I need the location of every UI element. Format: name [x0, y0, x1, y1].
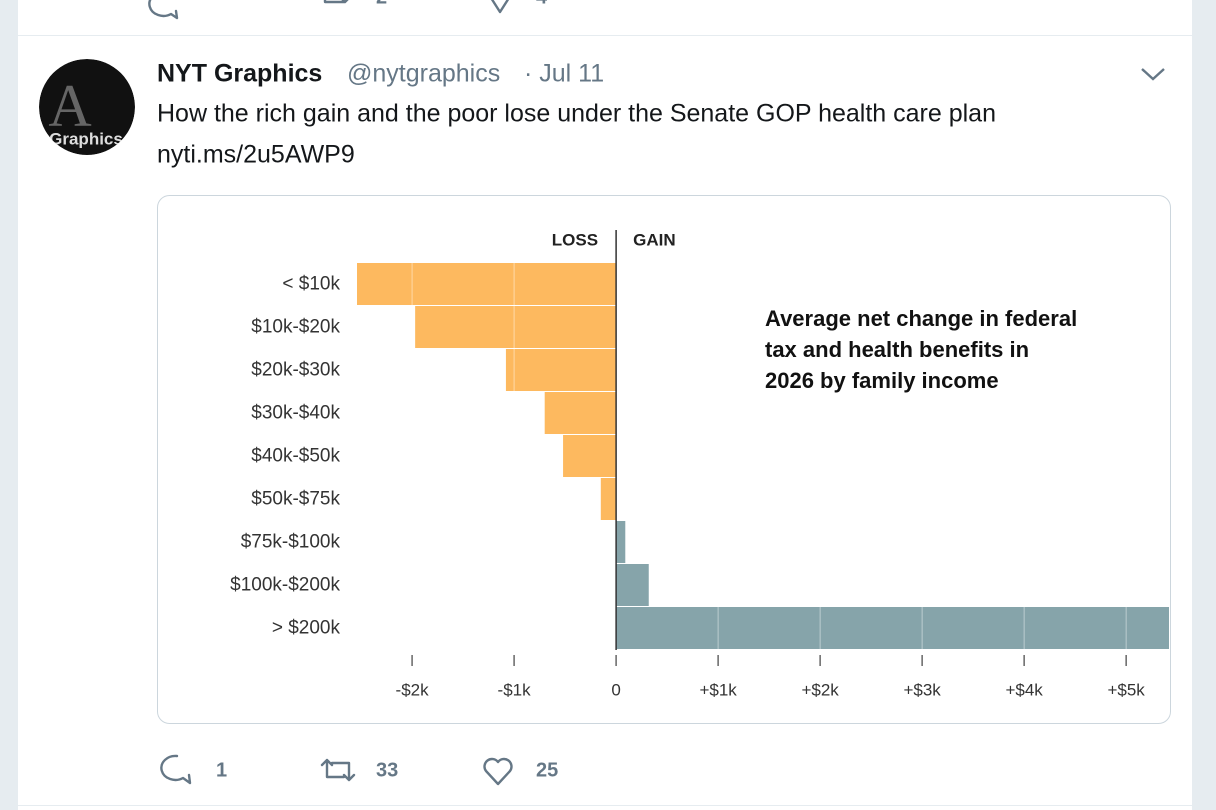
like-count: 4	[536, 0, 548, 8]
bar	[544, 392, 617, 434]
retweet-icon[interactable]	[320, 758, 356, 782]
category-label: $20k-$30k	[251, 360, 340, 381]
x-tick-label: +$1k	[699, 680, 737, 699]
bar	[616, 564, 649, 606]
x-tick-label: +$4k	[1005, 680, 1043, 699]
category-label: < $10k	[282, 274, 340, 295]
reply-icon[interactable]	[148, 0, 179, 20]
menu-caret[interactable]	[1141, 68, 1165, 81]
reply-icon[interactable]	[160, 754, 192, 785]
reply-count: 1	[216, 759, 227, 781]
avatar[interactable]: A Graphics	[39, 59, 135, 155]
tweet-date[interactable]: · Jul 11	[524, 60, 604, 88]
bar	[616, 521, 626, 563]
x-tick-label: +$3k	[903, 680, 941, 699]
category-label: $50k-$75k	[251, 489, 340, 510]
author-handle[interactable]: @nytgraphics	[347, 60, 500, 88]
annotation: Average net change in federal	[765, 306, 1077, 331]
retweet-icon[interactable]	[323, 0, 350, 4]
avatar-text: Graphics	[49, 129, 123, 148]
annotation: tax and health benefits in	[765, 337, 1029, 362]
like-count: 25	[536, 759, 558, 781]
bar	[616, 607, 1169, 649]
like-icon[interactable]	[486, 0, 514, 14]
tweet-text: How the rich gain and the poor lose unde…	[157, 100, 996, 128]
bar	[600, 478, 617, 520]
category-label: $30k-$40k	[251, 403, 340, 424]
bar	[415, 306, 617, 348]
x-tick-label: +$5k	[1107, 680, 1145, 699]
retweet-count: 2	[376, 0, 387, 8]
category-label: > $200k	[272, 618, 341, 639]
x-tick-label: -$2k	[396, 680, 430, 699]
x-tick-label: +$2k	[801, 680, 839, 699]
x-tick-label: 0	[611, 680, 620, 699]
chart: < $10k $10k-$20k $20k-$30k $30k-$40k $40k-$5…	[230, 230, 1169, 699]
svg-text:A: A	[48, 73, 91, 139]
category-label: $100k-$200k	[230, 575, 340, 596]
tweet-link[interactable]: nyti.ms/2u5AWP9	[157, 141, 355, 169]
bar	[563, 435, 617, 477]
media-card[interactable]	[157, 195, 1171, 724]
category-label: $75k-$100k	[241, 532, 341, 553]
x-tick-label: -$1k	[498, 680, 532, 699]
loss-label: LOSS	[552, 230, 598, 249]
annotation: 2026 by family income	[765, 368, 999, 393]
author-name[interactable]: NYT Graphics	[157, 60, 322, 88]
category-label: $10k-$20k	[251, 317, 340, 338]
bar	[505, 349, 617, 391]
like-icon[interactable]	[483, 757, 513, 786]
category-label: $40k-$50k	[251, 446, 340, 467]
retweet-count: 33	[376, 759, 398, 781]
gain-label: GAIN	[633, 230, 676, 249]
bar	[357, 263, 617, 305]
